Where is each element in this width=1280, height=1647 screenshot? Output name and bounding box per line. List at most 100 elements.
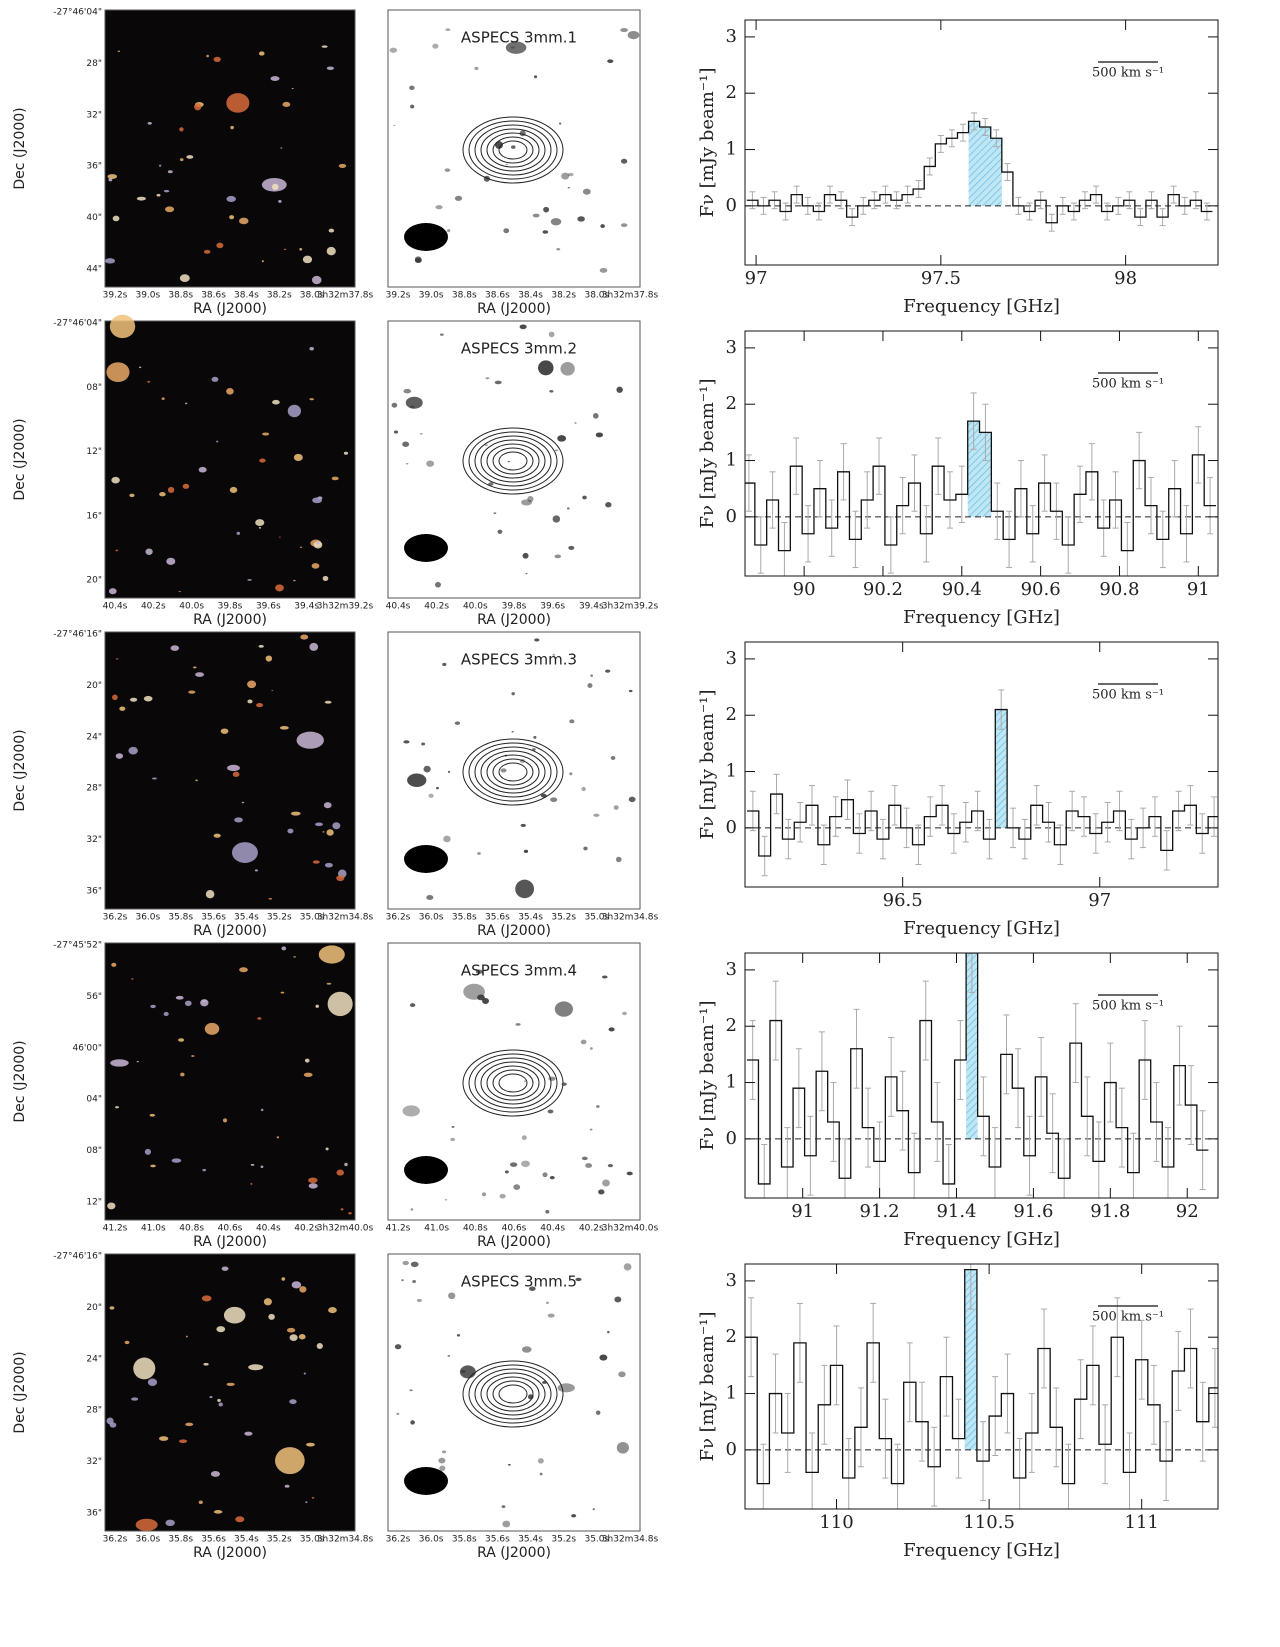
y-tick-label: 0 — [726, 1439, 737, 1460]
source-blob — [493, 512, 497, 515]
source-blob — [613, 805, 619, 810]
galaxy — [119, 706, 126, 711]
contour — [474, 435, 552, 487]
galaxy — [110, 1059, 129, 1067]
y-tick-label: 1 — [726, 450, 737, 471]
source-blob — [600, 224, 605, 229]
galaxy — [150, 1004, 156, 1009]
galaxy — [195, 779, 198, 782]
dec-tick-label: 16" — [86, 511, 102, 521]
x-axis-label: Frequency [GHz] — [903, 1229, 1060, 1250]
x-tick-label: 90.6 — [1021, 579, 1061, 600]
ra-tick-label: 35.2s — [551, 1535, 576, 1545]
x-tick-label: 97.5 — [921, 268, 961, 289]
x-tick-label: 96.5 — [883, 890, 923, 911]
dec-axis-label: Dec (J2000) — [12, 1351, 28, 1433]
source-blob — [577, 216, 585, 222]
y-tick-label: 1 — [726, 1383, 737, 1404]
galaxy — [205, 890, 215, 899]
galaxy — [158, 1436, 169, 1441]
galaxy — [106, 362, 130, 382]
galaxy — [112, 694, 118, 701]
ra-tick-label: 35.2s — [551, 913, 576, 923]
spectrum: 90 90.2 90.4 90.6 90.8 91 0 1 2 3 Frequency [GHz] F… — [697, 330, 1219, 628]
source-blob — [599, 1354, 608, 1361]
source-blob — [454, 721, 461, 725]
source-blob — [583, 846, 588, 851]
source-blob — [510, 46, 515, 49]
galaxy — [202, 1168, 207, 1172]
galaxy — [315, 822, 323, 827]
dec-tick-label: -27°46'16" — [53, 630, 102, 640]
ra-tick-label: 36.2s — [386, 1535, 411, 1545]
beam — [404, 1156, 448, 1184]
ra-tick-label: 35.4s — [518, 1535, 543, 1545]
spectrum-line — [745, 420, 1217, 552]
galaxy — [313, 541, 323, 549]
galaxy — [338, 163, 347, 169]
galaxy — [213, 56, 221, 62]
source-blob — [529, 1286, 536, 1291]
galaxy — [302, 255, 313, 264]
galaxy — [216, 242, 224, 249]
contour — [486, 1376, 540, 1412]
source-blob — [502, 1520, 511, 1528]
galaxy — [235, 1516, 245, 1523]
galaxy — [268, 898, 273, 900]
y-tick-label: 3 — [726, 337, 737, 358]
dec-tick-label: 36" — [86, 162, 102, 172]
ra-tick-label: 35.4s — [234, 913, 259, 923]
galaxy — [165, 1519, 175, 1527]
dec-tick-label: 20" — [86, 576, 102, 586]
source-blob — [561, 172, 570, 180]
source-blob — [521, 499, 532, 506]
plot-area — [745, 392, 1218, 576]
galaxy — [343, 451, 349, 455]
ra-tick-label: 36.0s — [135, 913, 160, 923]
galaxy — [260, 1165, 264, 1169]
source-blob — [605, 669, 611, 673]
source-blob — [389, 47, 398, 53]
source-blob — [524, 1080, 527, 1082]
y-axis-label: Fν [mJy beam⁻¹] — [697, 689, 718, 839]
source-blob — [439, 333, 444, 336]
contour — [468, 742, 558, 802]
galaxy — [111, 962, 117, 967]
galaxy — [275, 1447, 305, 1475]
plot-area — [745, 689, 1218, 877]
x-tick-label: 91.8 — [1090, 1201, 1130, 1222]
contour — [498, 140, 528, 160]
source-blob — [444, 168, 451, 172]
source-blob — [601, 975, 608, 979]
source-blob — [403, 388, 412, 394]
contour — [498, 1073, 528, 1093]
source-blob — [620, 158, 628, 164]
contour — [480, 750, 546, 794]
galaxy — [306, 1442, 315, 1447]
source-blob — [568, 545, 575, 551]
plot-area — [745, 1264, 1218, 1509]
source-blob — [394, 1344, 402, 1350]
dec-axis-label: Dec (J2000) — [12, 1040, 28, 1122]
ra-tick-label: 40.4s — [386, 602, 411, 612]
y-tick-label: 2 — [726, 1015, 737, 1036]
galaxy — [303, 1072, 313, 1077]
galaxy — [167, 170, 173, 174]
x-tick-label: 110 — [819, 1512, 853, 1533]
galaxy — [336, 1169, 344, 1176]
x-axis-label: Frequency [GHz] — [903, 607, 1060, 628]
galaxy — [299, 1286, 307, 1293]
ra-tick-label: 35.6s — [201, 913, 226, 923]
ra-tick-label: 39.2s — [103, 291, 128, 301]
galaxy — [291, 87, 294, 90]
ra-tick-label: 41.0s — [424, 1224, 449, 1234]
galaxy — [131, 1397, 139, 1401]
source-blob — [391, 402, 398, 408]
ra-tick-label: 35.6s — [485, 913, 510, 923]
x-tick-label: 97 — [1088, 890, 1111, 911]
source-blob — [574, 421, 577, 424]
beam — [404, 223, 448, 251]
source-blob — [616, 1441, 629, 1454]
galaxy — [210, 1471, 220, 1477]
source-blob — [542, 230, 549, 234]
